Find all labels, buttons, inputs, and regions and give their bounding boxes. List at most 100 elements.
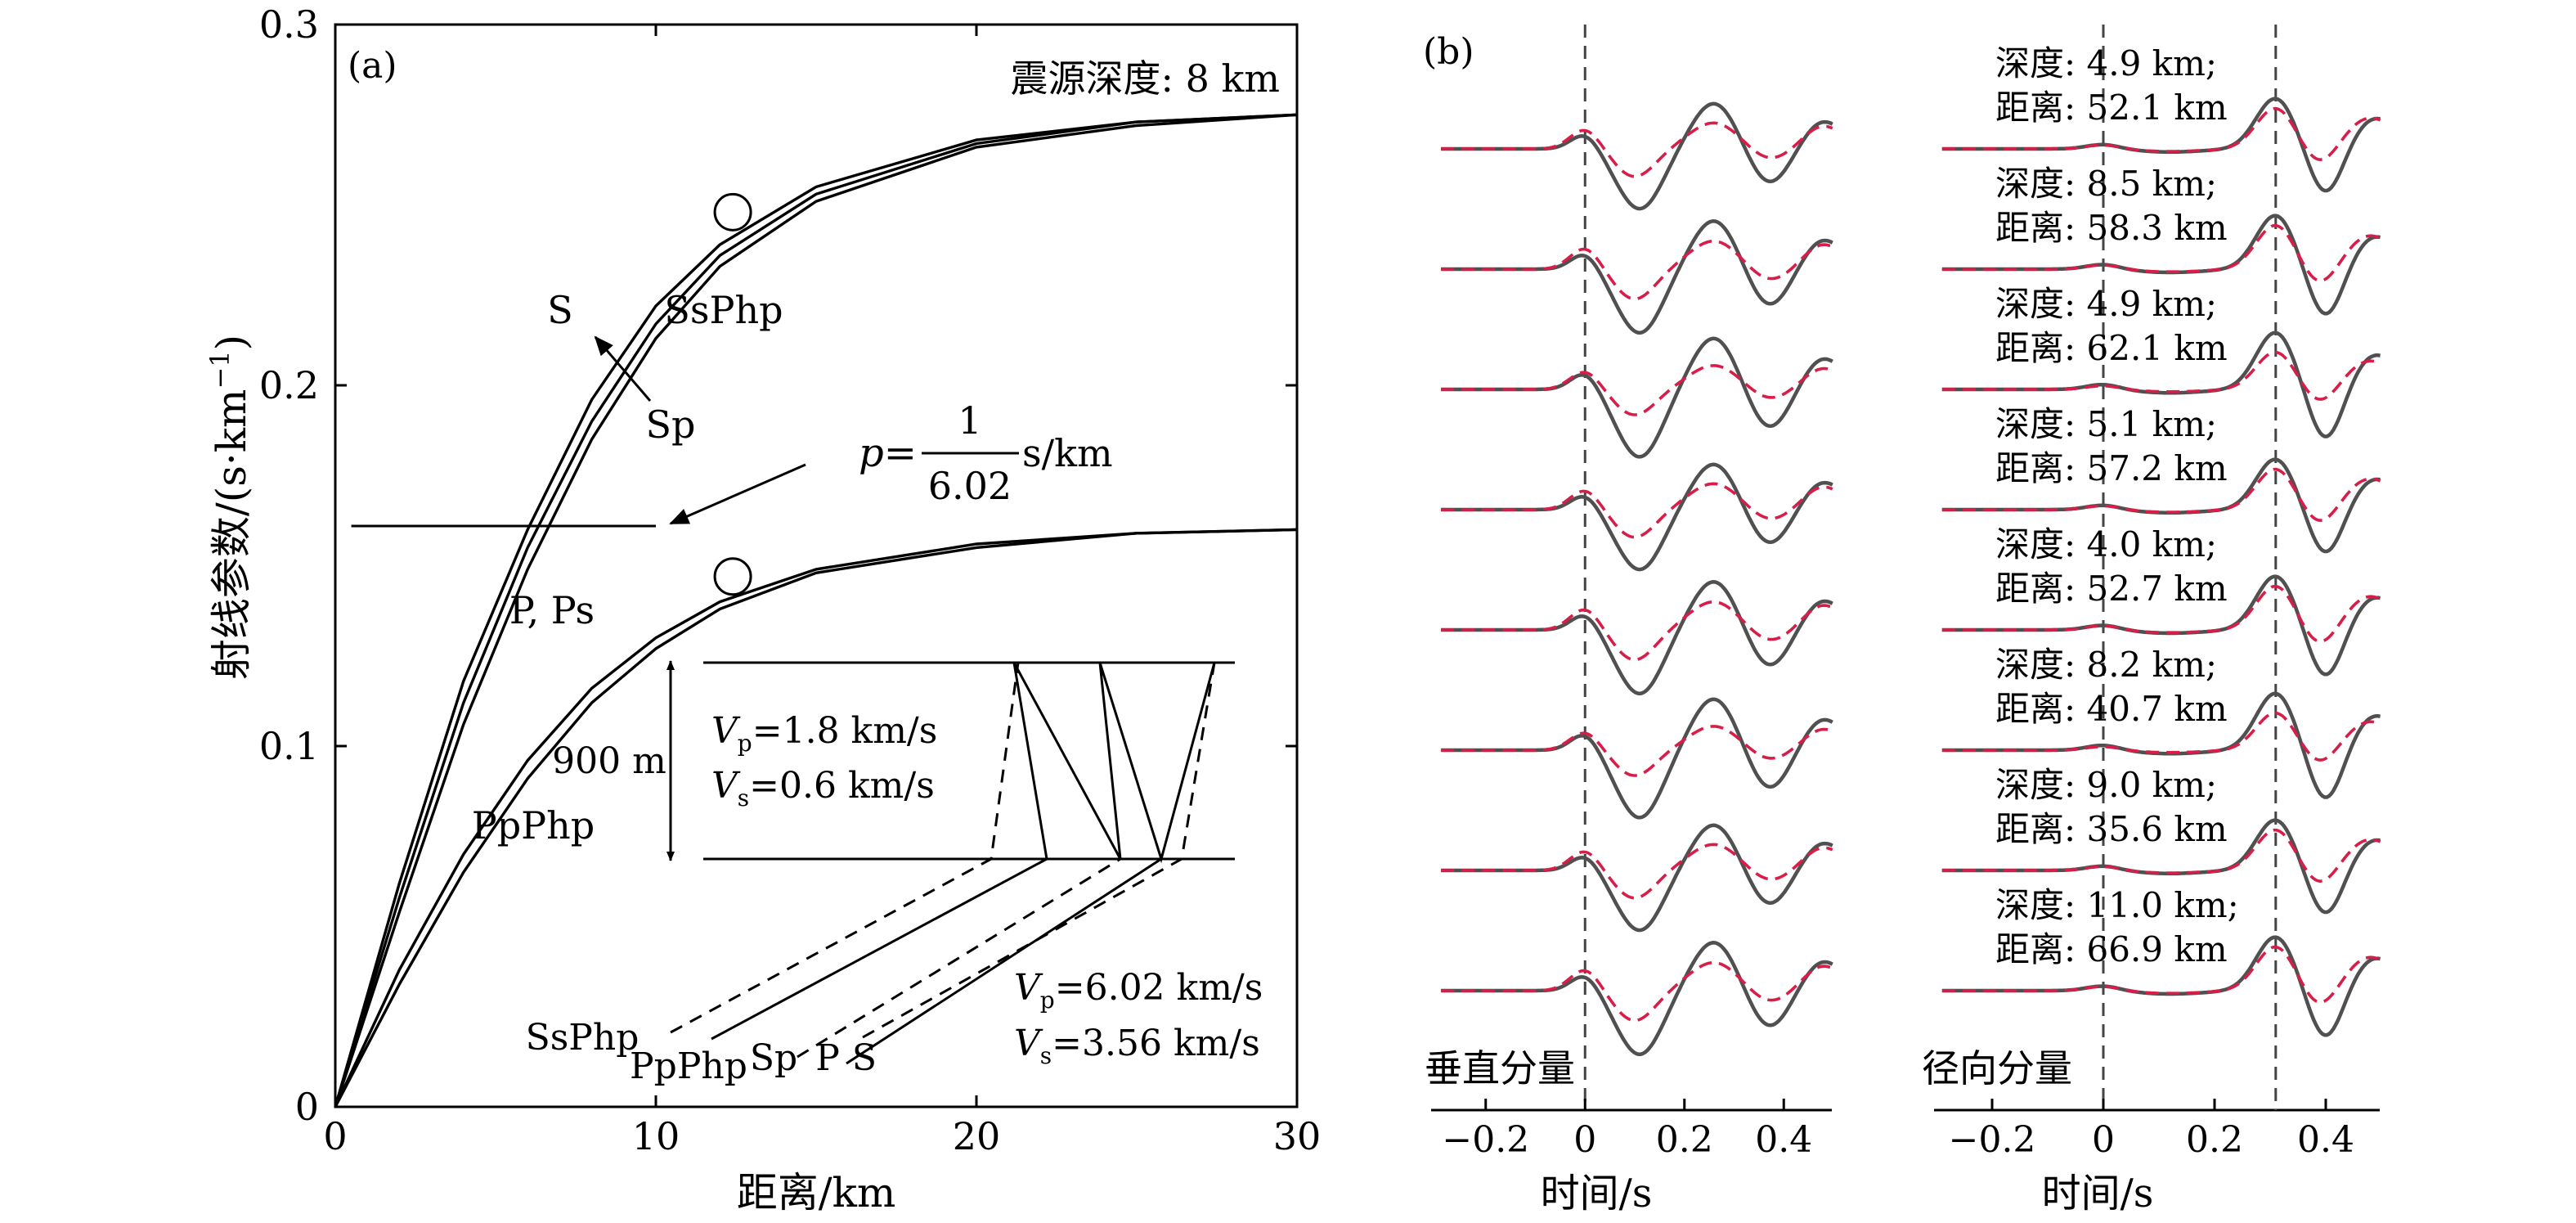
vertical-xlabel: 时间/s (1541, 1171, 1653, 1216)
observed-trace (1441, 725, 1833, 777)
observed-trace (1441, 239, 1833, 301)
observed-trace (1941, 350, 2381, 401)
trace-depth-label: 深度: 11.0 km; (1995, 885, 2239, 925)
observed-trace (1941, 711, 2381, 762)
observed-trace (1441, 121, 1833, 178)
ray-s (862, 662, 1216, 1039)
trace-depth-label: 深度: 4.0 km; (1995, 524, 2217, 564)
curve-label-sp: Sp (646, 402, 696, 447)
a-xtick-label: 20 (953, 1114, 1001, 1158)
vertical-traces (1441, 101, 1833, 1057)
trace-distance-label: 距离: 62.1 km (1995, 328, 2228, 368)
trace-distance-label: 距离: 40.7 km (1995, 689, 2228, 729)
ray-ssphp (670, 662, 1020, 1034)
a-ytick-label: 0.1 (259, 724, 319, 768)
synthetic-trace (1441, 101, 1833, 211)
curve-label-p-ps: P, Ps (509, 588, 595, 632)
ray-label-p: P (815, 1037, 840, 1079)
trace-depth-label: 深度: 4.9 km; (1995, 284, 2217, 324)
radial-trace-labels: 深度: 4.9 km; 距离: 52.1 km 深度: 8.5 km;距离: 58.… (1995, 43, 2239, 969)
source-depth-label: 震源深度: 8 km (1010, 56, 1280, 101)
curve-label-ssphp: SsPhp (664, 288, 783, 332)
vp-bottom-label: Vp=6.02 km/s (1014, 967, 1263, 1014)
panel-a-label: (a) (348, 45, 397, 87)
observed-trace (1941, 945, 2381, 1005)
a-xtick-label: 10 (632, 1114, 680, 1158)
panel-a-curves (334, 113, 1298, 1108)
b-xtick-label: 0 (2092, 1119, 2115, 1161)
ray-label-ssphp: SsPhp (526, 1017, 640, 1059)
observed-trace (1941, 223, 2381, 283)
layer-thickness-label: 900 m (552, 740, 666, 782)
trace-distance-label: 距离: 35.6 km (1995, 809, 2228, 849)
b-xtick-label: 0 (1573, 1119, 1596, 1161)
trace-distance-label: 距离: 52.7 km (1995, 569, 2228, 609)
vs-top-label: Vs=0.6 km/s (711, 765, 935, 812)
sp-arrow (594, 335, 652, 402)
p-annotation-unit: s/km (1022, 431, 1113, 475)
trace-distance-label: 距离: 57.2 km (1995, 448, 2228, 488)
b-xtick-label: 0.4 (2297, 1119, 2354, 1161)
curve-label-ppphp: PpPhp (472, 803, 595, 848)
ray-label-ppphp: PpPhp (630, 1045, 747, 1087)
radial-traces (1941, 97, 2381, 1037)
radial-xlabel: 时间/s (2042, 1171, 2154, 1216)
vertical-component-plot: −0.2 0 0.2 0.4 垂直分量 时间/s (1425, 25, 1833, 1216)
vp-top-label: Vp=1.8 km/s (711, 710, 937, 757)
a-xtick-label: 30 (1273, 1114, 1322, 1158)
radial-ticks: −0.2 0 0.2 0.4 (1949, 1099, 2354, 1161)
ray-label-sp: Sp (750, 1037, 797, 1079)
ray-sp (797, 857, 1121, 1059)
observed-trace (1441, 482, 1833, 539)
curve-ssphp (334, 113, 1298, 1108)
observed-trace (1441, 364, 1833, 416)
p-annotation-arrow (669, 463, 806, 525)
trace-depth-label: 深度: 8.5 km; (1995, 164, 2217, 204)
ray-p (846, 857, 1162, 1065)
p-annotation-prefix: p= (859, 430, 917, 476)
panel-a-xlabel: 距离/km (737, 1169, 896, 1216)
panel-a: 0 10 20 30 0 0.1 0.2 0.3 (a) 震源深度: 8 km 距离/km 射… (204, 2, 1321, 1216)
curve-p-ps (334, 528, 1298, 1108)
panel-a-frame (334, 23, 1299, 1108)
observed-trace (1941, 584, 2381, 644)
radial-component-label: 径向分量 (1922, 1046, 2072, 1090)
vertical-ticks: −0.2 0 0.2 0.4 (1442, 1099, 1812, 1161)
trace-distance-label: 距离: 66.9 km (1995, 929, 2228, 969)
trace-depth-label: 深度: 5.1 km; (1995, 404, 2217, 444)
radial-component-plot: −0.2 0 0.2 0.4 径向分量 时间/s 深度: 4.9 km; 距离: 52.… (1922, 25, 2381, 1216)
a-ytick-label: 0 (295, 1085, 319, 1129)
a-ytick-label: 0.3 (259, 2, 319, 47)
observed-trace (1941, 828, 2381, 884)
synthetic-trace (1441, 823, 1833, 933)
observed-trace (1941, 106, 2381, 162)
layer-inset: 900 m Vp=1.8 km/s Vs=0.6 km/s Vp=6.02 km… (526, 660, 1263, 1087)
observed-trace (1441, 960, 1833, 1023)
a-ytick-label: 0.2 (259, 363, 319, 407)
trace-depth-label: 深度: 4.9 km; (1995, 43, 2217, 83)
trace-distance-label: 距离: 52.1 km (1995, 88, 2228, 128)
synthetic-trace (1441, 462, 1833, 572)
curve-marker-circle (713, 557, 752, 596)
panel-b-label: (b) (1423, 31, 1474, 73)
p-annotation: p= 1 6.02 s/km (859, 398, 1113, 508)
observed-trace (1941, 467, 2381, 523)
curve-ppphp (334, 528, 1298, 1108)
trace-depth-label: 深度: 9.0 km; (1995, 765, 2217, 805)
trace-depth-label: 深度: 8.2 km; (1995, 645, 2217, 685)
b-xtick-label: 0.4 (1755, 1119, 1812, 1161)
curve-sp (334, 113, 1298, 1108)
vertical-component-label: 垂直分量 (1425, 1046, 1575, 1090)
vs-bottom-label: Vs=3.56 km/s (1014, 1023, 1260, 1069)
panel-a-ylabel: 射线参数/(s·km−1) (204, 335, 255, 680)
ray-label-s: S (852, 1037, 877, 1079)
observed-trace (1441, 600, 1833, 662)
p-annotation-den: 6.02 (928, 464, 1012, 508)
b-xtick-label: −0.2 (1949, 1119, 2036, 1161)
observed-trace (1441, 843, 1833, 900)
curve-label-s: S (547, 288, 573, 332)
panel-b: (b) −0.2 0 0.2 0.4 垂直分量 时间/s −0.2 0 0.2 0.4 径向… (1423, 25, 2381, 1216)
b-xtick-label: −0.2 (1442, 1119, 1529, 1161)
curve-s (334, 113, 1298, 1108)
